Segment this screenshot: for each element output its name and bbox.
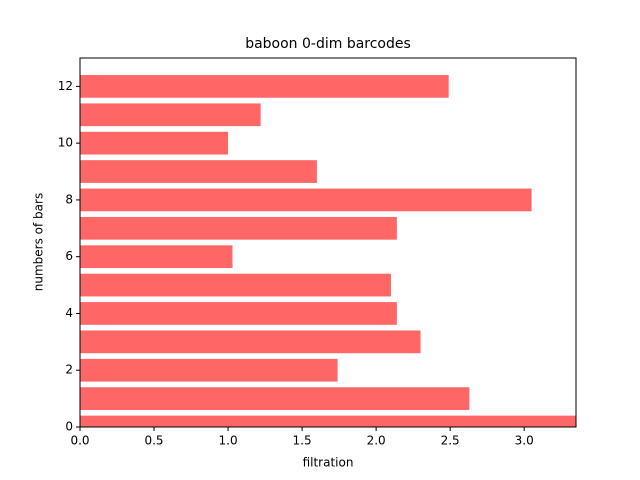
bar [80, 387, 470, 410]
bar [80, 160, 317, 183]
y-tick-label: 4 [65, 306, 73, 320]
y-tick-label: 8 [65, 192, 73, 206]
x-tick-label: 1.5 [293, 434, 312, 448]
bar [80, 131, 229, 155]
bar [80, 245, 233, 269]
chart-title: baboon 0-dim barcodes [245, 36, 411, 52]
y-tick-label: 0 [65, 420, 73, 434]
plot-frame [79, 57, 577, 428]
x-axis-label: filtration [303, 456, 354, 470]
bar [80, 188, 532, 212]
x-tick-label: 1.0 [219, 434, 238, 448]
y-tick-label: 2 [65, 363, 73, 377]
y-tick-label: 10 [58, 136, 73, 150]
y-axis-label: numbers of bars [32, 193, 46, 291]
x-tick-label: 2.0 [367, 434, 386, 448]
bars [80, 75, 576, 427]
bar [80, 103, 261, 127]
bar [80, 216, 397, 240]
bar [80, 302, 397, 325]
bar [80, 330, 421, 354]
x-tick-label: 0.5 [144, 434, 163, 448]
y-tick-label: 6 [65, 249, 73, 263]
bar [80, 273, 391, 297]
x-tick-label: 0.0 [70, 434, 89, 448]
bar [80, 415, 576, 427]
x-tick-label: 2.5 [441, 434, 460, 448]
bar [80, 75, 449, 98]
bar [80, 358, 338, 382]
y-tick-label: 12 [58, 79, 73, 93]
x-tick-label: 3.0 [515, 434, 534, 448]
